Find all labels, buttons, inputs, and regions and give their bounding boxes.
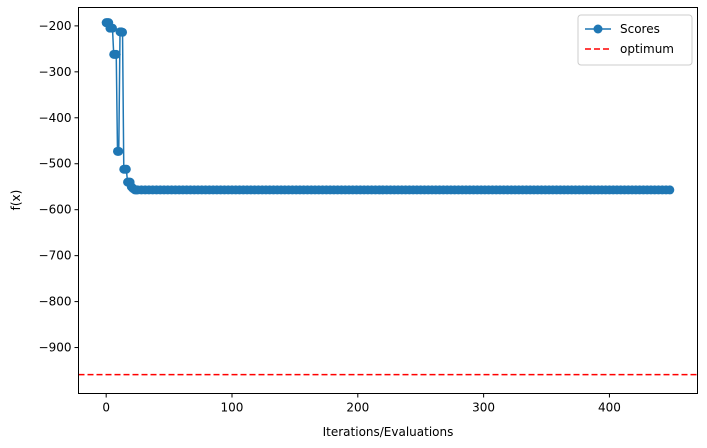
plot-content: [78, 18, 698, 376]
x-tick-label: 300: [472, 401, 495, 415]
y-axis-label: f(x): [9, 190, 23, 211]
x-axis-label: Iterations/Evaluations: [323, 425, 454, 439]
legend-optimum-label: optimum: [620, 42, 674, 56]
y-tick-label: −500: [39, 157, 72, 171]
legend-box: [577, 14, 693, 66]
legend-scores-label: Scores: [620, 22, 660, 36]
x-tick-label: 200: [346, 401, 369, 415]
y-tick-label: −900: [39, 341, 72, 355]
y-tick-label: −600: [39, 203, 72, 217]
y-tick-label: −300: [39, 65, 72, 79]
scores-point: [665, 185, 675, 195]
scores-point: [114, 146, 124, 156]
scores-point: [118, 27, 128, 37]
scores-point: [111, 49, 121, 59]
y-tick-label: −800: [39, 295, 72, 309]
scores-point: [121, 164, 131, 174]
scores-point: [107, 23, 117, 33]
y-tick-label: −700: [39, 249, 72, 263]
legend: Scores optimum: [577, 14, 693, 66]
x-axis: 0 100 200 300 400: [102, 393, 621, 415]
y-axis: −200 −300 −400 −500 −600 −700 −800 −900: [39, 19, 79, 355]
x-tick-label: 400: [598, 401, 621, 415]
y-tick-label: −400: [39, 111, 72, 125]
y-tick-label: −200: [39, 19, 72, 33]
x-tick-label: 0: [102, 401, 110, 415]
x-tick-label: 100: [221, 401, 244, 415]
legend-scores-marker: [593, 24, 603, 34]
plot-frame: [78, 7, 698, 394]
